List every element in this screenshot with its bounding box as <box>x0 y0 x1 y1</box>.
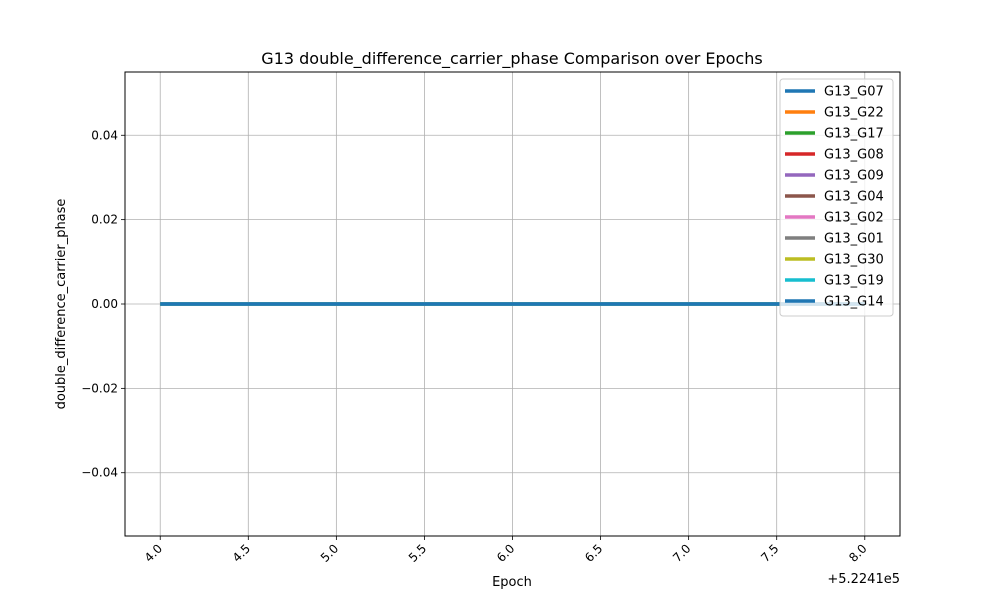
legend-label: G13_G22 <box>824 106 884 121</box>
y-tick-label: 0.04 <box>91 128 118 142</box>
y-tick-label: 0.00 <box>91 297 118 311</box>
legend-label: G13_G30 <box>824 253 884 268</box>
legend-label: G13_G01 <box>824 232 884 247</box>
legend-label: G13_G09 <box>824 169 884 184</box>
y-tick-label: 0.02 <box>91 213 118 227</box>
legend-label: G13_G19 <box>824 274 884 289</box>
y-tick-label: −0.02 <box>81 381 118 395</box>
y-axis-label: double_difference_carrier_phase <box>54 199 69 410</box>
x-axis-offset-label: +5.2241e5 <box>827 572 900 587</box>
legend-box <box>779 78 894 317</box>
y-axis-ticks: 0.04 0.02 0.00 −0.02 −0.04 <box>81 128 125 480</box>
legend-label: G13_G02 <box>824 211 884 226</box>
legend-label: G13_G08 <box>824 148 884 163</box>
legend-label: G13_G04 <box>824 190 884 205</box>
legend: G13_G07 G13_G22 G13_G17 G13_G08 G13_G09 G13_G… <box>779 78 894 317</box>
y-tick-label: −0.04 <box>81 466 118 480</box>
legend-label: G13_G17 <box>824 127 884 142</box>
chart-title: G13 double_difference_carrier_phase Comp… <box>261 49 762 69</box>
legend-label: G13_G07 <box>824 85 884 100</box>
x-axis-label: Epoch <box>492 575 532 590</box>
legend-label: G13_G14 <box>824 295 884 310</box>
